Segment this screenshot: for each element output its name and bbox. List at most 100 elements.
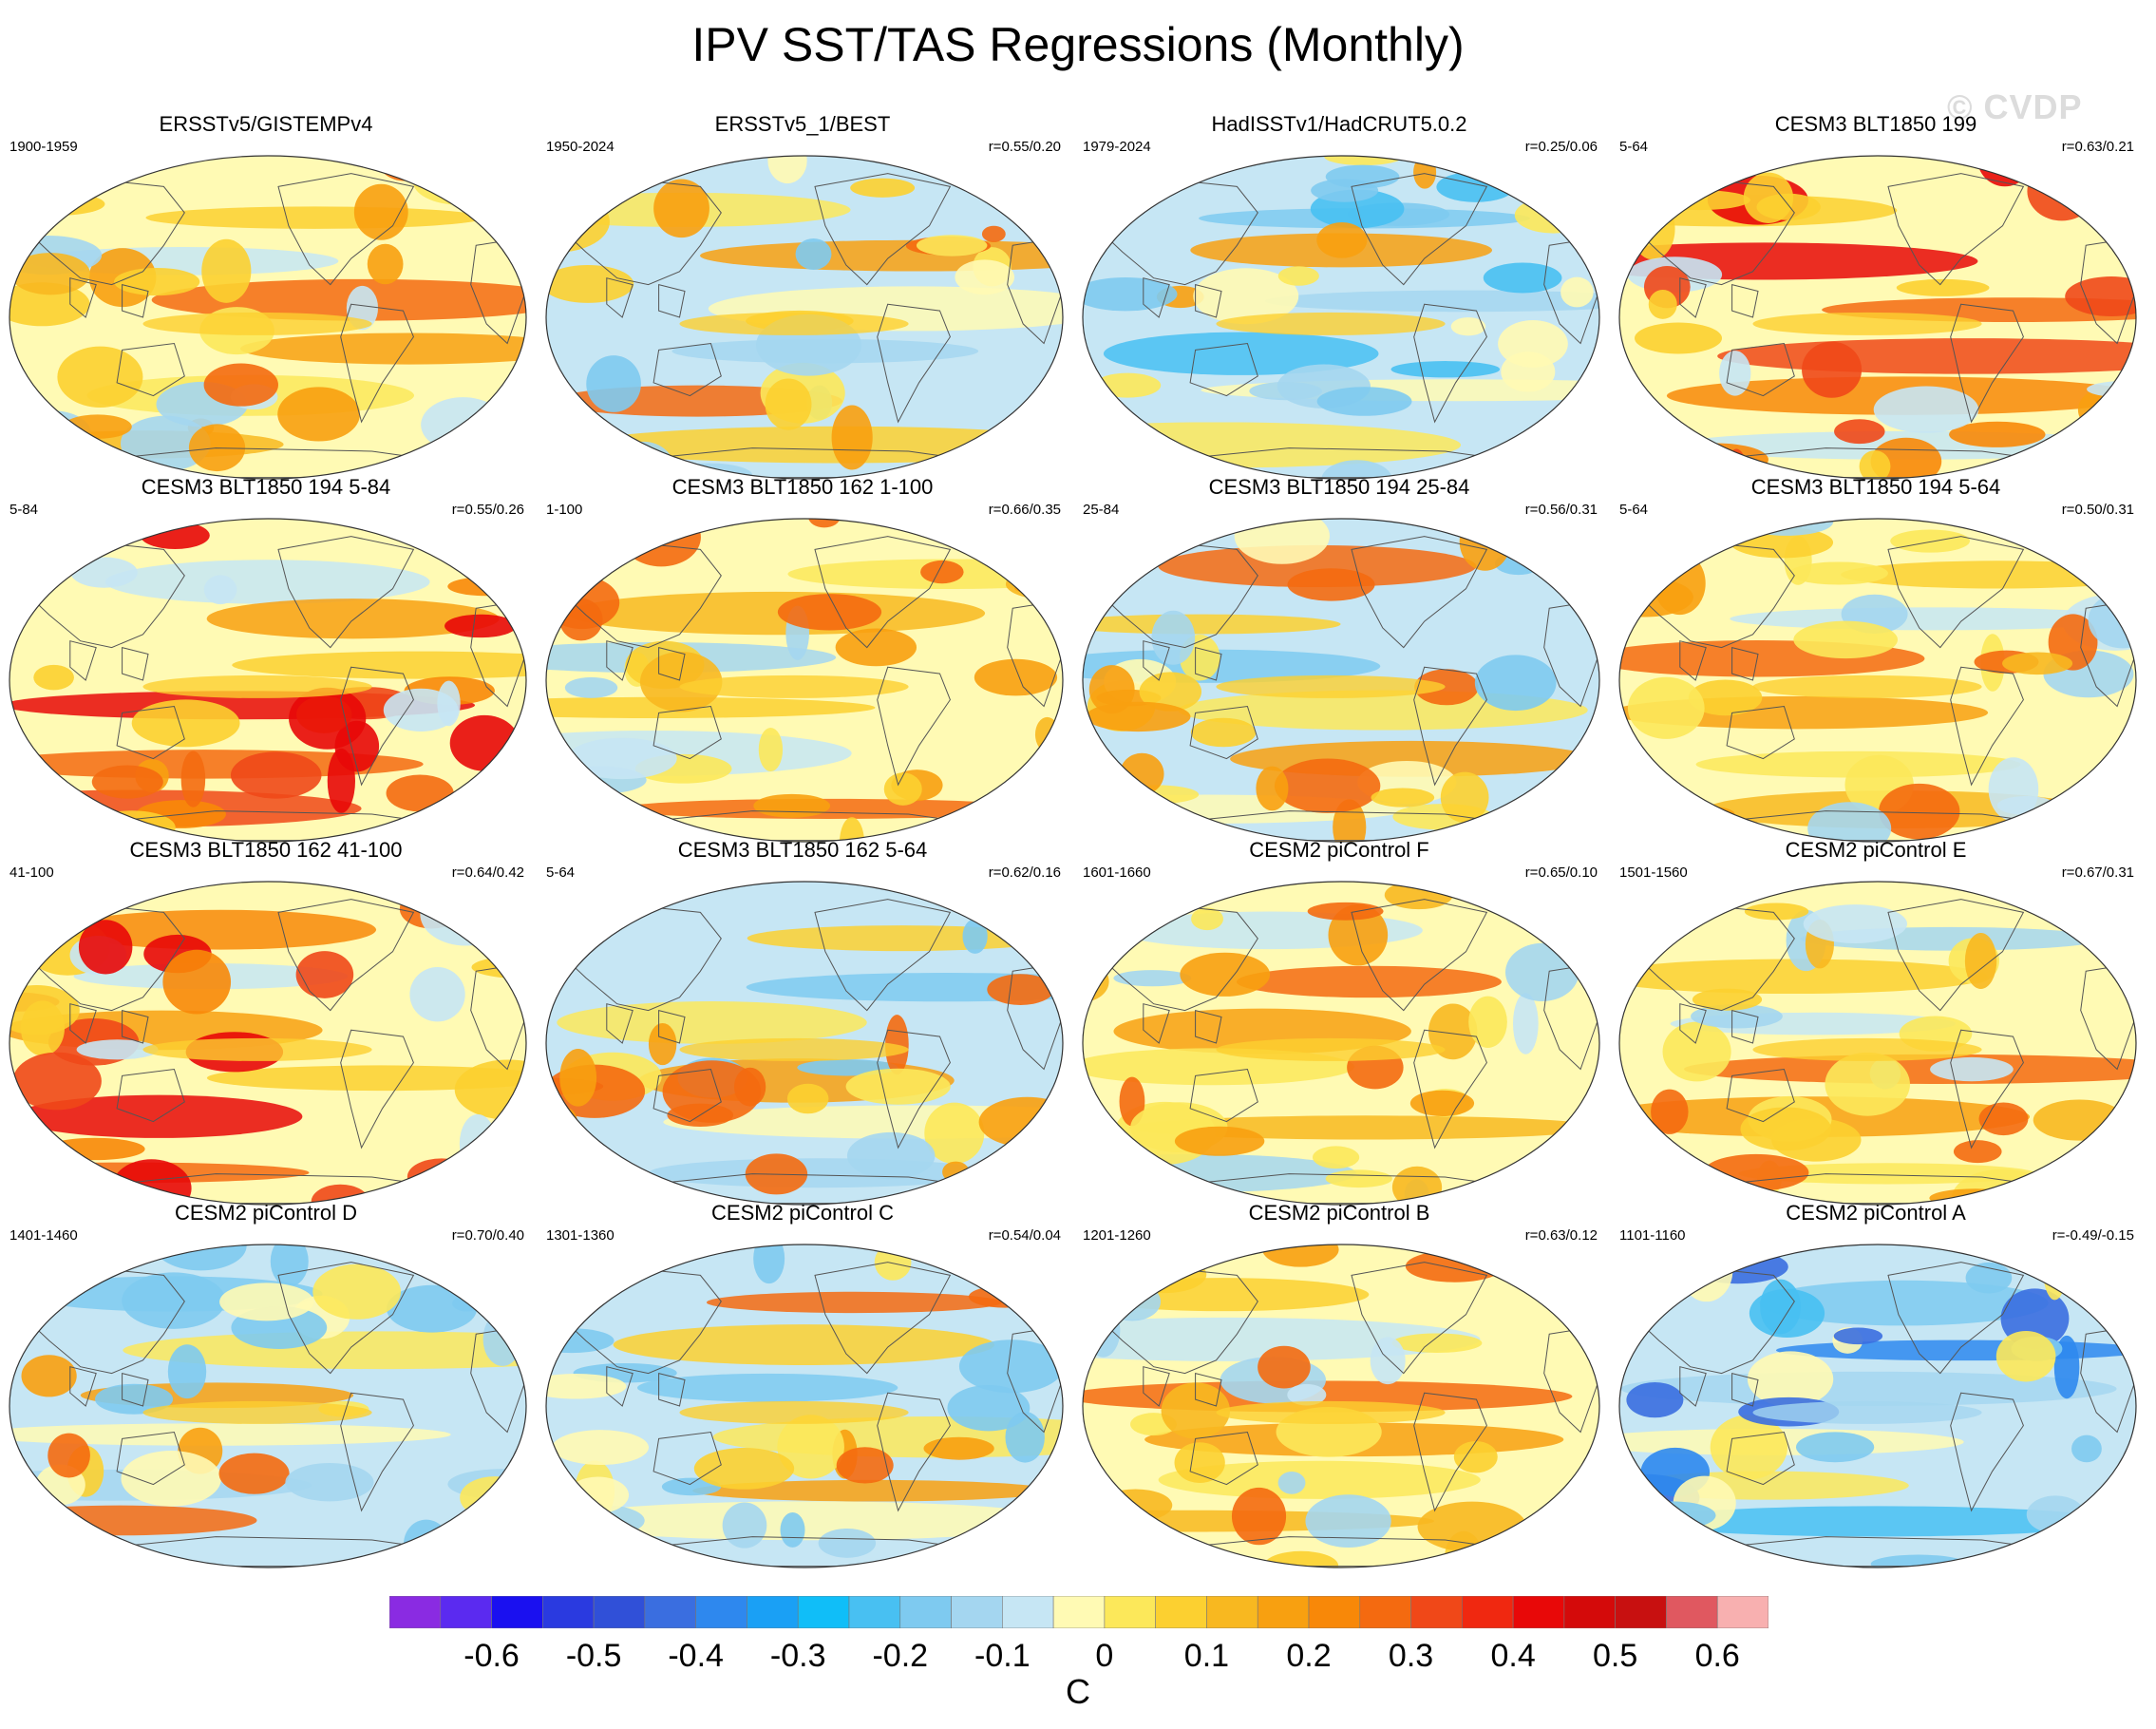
map-border: [9, 1244, 527, 1568]
coastline: [1413, 666, 1487, 787]
anomaly-patch: [753, 793, 831, 818]
anomaly-band: [649, 1158, 990, 1188]
coastline: [814, 899, 952, 1012]
anomaly-patch: [1440, 771, 1489, 823]
anomaly-patch: [121, 1451, 221, 1507]
anomaly-patch: [1692, 988, 1763, 1011]
anomaly-patch: [460, 1476, 526, 1519]
anomaly-patch: [285, 1463, 374, 1502]
map-border: [545, 1244, 1064, 1568]
coastline: [122, 1372, 149, 1407]
anomaly-patch: [987, 974, 1054, 1005]
panel-pattern-correlation: r=0.55/0.20: [988, 139, 1061, 155]
anomaly-patch: [203, 575, 237, 605]
coastline: [1413, 303, 1487, 424]
anomaly-patch: [1879, 783, 1960, 840]
colorbar-swatch: [440, 1596, 492, 1628]
anomaly-patch: [564, 676, 618, 698]
anomaly-patch: [1645, 1515, 1679, 1537]
coastline: [814, 536, 952, 649]
coastline: [340, 303, 414, 424]
colorbar-swatch: [951, 1596, 1003, 1628]
coastline: [122, 1009, 149, 1044]
anomaly-patch: [661, 1477, 722, 1496]
coastline: [877, 1392, 951, 1512]
anomaly-patch: [1436, 171, 1516, 202]
anomaly-patch: [367, 243, 404, 285]
anomaly-patch: [1174, 1126, 1265, 1156]
anomaly-patch: [1180, 952, 1271, 997]
panel-years: 1301-1360: [546, 1227, 615, 1244]
anomaly-patch: [1483, 262, 1562, 294]
anomaly-patch: [1191, 907, 1224, 931]
anomaly-patch: [963, 1157, 1043, 1205]
coastline: [1101, 904, 1258, 1012]
coastline: [69, 277, 97, 318]
colorbar: [389, 1596, 1768, 1628]
anomaly-patch: [808, 519, 841, 528]
anomaly-patch: [942, 1161, 970, 1183]
anomaly-patch: [622, 519, 646, 551]
coastline: [28, 542, 185, 649]
anomaly-patch: [21, 1355, 77, 1397]
panel-pattern-correlation: r=0.54/0.04: [988, 1227, 1061, 1244]
anomaly-patch: [1307, 902, 1384, 921]
coastline: [1189, 705, 1258, 760]
anomaly-patch: [95, 1383, 174, 1415]
anomaly-band: [1103, 332, 1379, 375]
anomaly-patch: [1953, 1140, 2002, 1164]
panel-years: 5-64: [546, 864, 576, 881]
tropical-pacific-anomaly: [1216, 674, 1446, 698]
anomaly-patch: [1514, 197, 1593, 234]
map-border: [9, 155, 527, 480]
colorbar-swatch: [1002, 1596, 1054, 1628]
coastline: [1143, 1366, 1170, 1407]
coastline: [652, 1068, 722, 1123]
coastline: [652, 705, 722, 760]
anomaly-patch: [353, 183, 408, 240]
map-border: [1082, 881, 1600, 1206]
coastline: [1637, 179, 1795, 286]
coastline: [122, 646, 149, 681]
anomaly-patch: [777, 1415, 844, 1479]
coastline: [1101, 542, 1258, 649]
panel-pattern-correlation: r=0.62/0.16: [988, 864, 1061, 881]
anomaly-patch: [1834, 419, 1885, 445]
panel-pattern-correlation: r=0.25/0.06: [1524, 139, 1598, 155]
anomaly-patch: [1873, 386, 1979, 433]
colorbar-swatch: [644, 1596, 696, 1628]
panel-title: CESM3 BLT1850 194 5-84: [141, 475, 391, 499]
coastline: [1679, 640, 1707, 681]
anomaly-patch: [1450, 317, 1486, 336]
tropical-pacific-anomaly: [142, 1037, 372, 1061]
panel-years: 1950-2024: [546, 139, 615, 155]
anomaly-patch: [981, 225, 1006, 242]
anomaly-patch: [9, 1244, 77, 1276]
anomaly-patch: [295, 951, 354, 998]
anomaly-patch: [546, 156, 632, 185]
anomaly-patch: [386, 774, 454, 812]
anomaly-patch: [1795, 1432, 1875, 1463]
panel-years: 1900-1959: [9, 139, 78, 155]
anomaly-patch: [47, 522, 74, 582]
panel-years: 5-64: [1619, 502, 1649, 518]
anomaly-patch: [1663, 882, 1721, 898]
anomaly-patch: [1890, 529, 1970, 553]
anomaly-patch: [10, 253, 91, 295]
map-panel: ERSSTv5_1/BEST 1950-2024 r=0.55/0.20: [537, 112, 1069, 492]
anomaly-patch: [420, 883, 512, 946]
anomaly-patch: [270, 1244, 309, 1287]
map-border: [545, 155, 1064, 480]
panel-title: HadISSTv1/HadCRUT5.0.2: [1211, 112, 1467, 136]
anomaly-patch: [991, 173, 1050, 217]
coastline: [606, 277, 634, 318]
anomaly-patch: [835, 628, 917, 667]
robinson-map: [9, 155, 527, 480]
robinson-map: [1618, 881, 2137, 1206]
anomaly-band: [692, 1479, 1052, 1502]
map-panel: CESM3 BLT1850 194 25-84 25-84 r=0.56/0.31: [1073, 475, 1605, 855]
anomaly-patch: [312, 1264, 402, 1320]
map-border: [1618, 1244, 2137, 1568]
map-panel: CESM3 BLT1850 162 5-64 5-64 r=0.62/0.16: [537, 838, 1069, 1218]
anomaly-patch: [219, 1282, 314, 1321]
